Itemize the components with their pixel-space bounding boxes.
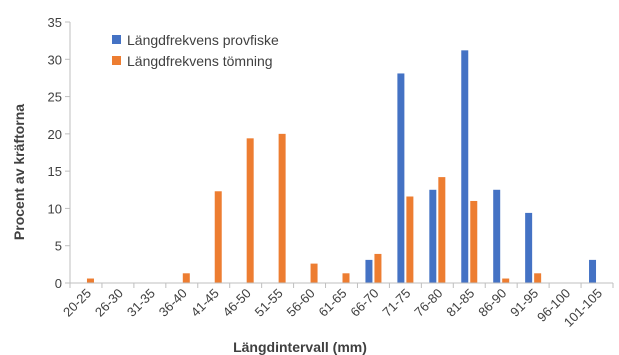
bar-tomning-20-25 <box>86 278 94 283</box>
x-axis-ticks: 20-2526-3031-3536-4041-4546-5051-5556-60… <box>60 283 614 330</box>
x-tick-label: 46-50 <box>220 286 254 320</box>
bar-tomning-76-80 <box>438 177 446 283</box>
bar-tomning-86-90 <box>502 278 510 283</box>
y-axis-ticks: 0 5 10 15 20 25 30 35 <box>48 15 70 291</box>
x-tick-label: 41-45 <box>188 286 222 320</box>
bar-tomning-41-45 <box>214 191 222 283</box>
bar-tomning-91-95 <box>534 273 542 283</box>
x-axis-title: Längdintervall (mm) <box>233 339 367 355</box>
x-tick-label: 71-75 <box>379 286 413 320</box>
bar-provfiske-91-95 <box>525 212 533 283</box>
legend: Längdfrekvens provfiske Längdfrekvens tö… <box>112 32 279 69</box>
x-tick-label: 81-85 <box>443 286 477 320</box>
bar-tomning-71-75 <box>406 196 414 283</box>
x-tick-label: 51-55 <box>252 286 286 320</box>
bars <box>86 50 597 283</box>
legend-label-tomning: Längdfrekvens tömning <box>127 53 273 69</box>
bar-provfiske-86-90 <box>493 189 501 283</box>
bar-tomning-66-70 <box>374 253 382 283</box>
y-tick-label: 10 <box>48 201 62 216</box>
bar-provfiske-71-75 <box>397 73 405 283</box>
bar-provfiske-66-70 <box>365 259 373 283</box>
y-tick-label: 30 <box>48 52 62 67</box>
y-axis-title: Procent av kräftorna <box>11 104 27 240</box>
bar-provfiske-76-80 <box>429 189 437 283</box>
bar-tomning-36-40 <box>182 273 190 283</box>
x-tick-label: 20-25 <box>60 286 94 320</box>
x-tick-label: 86-90 <box>475 286 509 320</box>
x-tick-label: 26-30 <box>92 286 126 320</box>
x-tick-label: 66-70 <box>347 286 381 320</box>
x-tick-label: 31-35 <box>124 286 158 320</box>
x-tick-label: 76-80 <box>411 286 445 320</box>
legend-swatch-tomning <box>112 56 121 65</box>
bar-tomning-51-55 <box>278 133 286 283</box>
x-tick-label: 56-60 <box>284 286 318 320</box>
x-tick-label: 61-65 <box>316 286 350 320</box>
y-tick-label: 25 <box>48 90 62 105</box>
y-tick-label: 0 <box>55 276 62 291</box>
y-tick-label: 15 <box>48 164 62 179</box>
legend-swatch-provfiske <box>112 35 121 44</box>
y-tick-label: 20 <box>48 127 62 142</box>
bar-tomning-46-50 <box>246 138 254 283</box>
y-tick-label: 5 <box>55 239 62 254</box>
bar-provfiske-81-85 <box>461 50 469 283</box>
bar-tomning-56-60 <box>310 263 318 283</box>
bar-provfiske-101-105 <box>589 259 597 283</box>
y-tick-label: 35 <box>48 15 62 30</box>
bar-tomning-81-85 <box>470 200 478 283</box>
legend-label-provfiske: Längdfrekvens provfiske <box>127 32 279 48</box>
x-tick-label: 36-40 <box>156 286 190 320</box>
bar-tomning-61-65 <box>342 273 350 283</box>
